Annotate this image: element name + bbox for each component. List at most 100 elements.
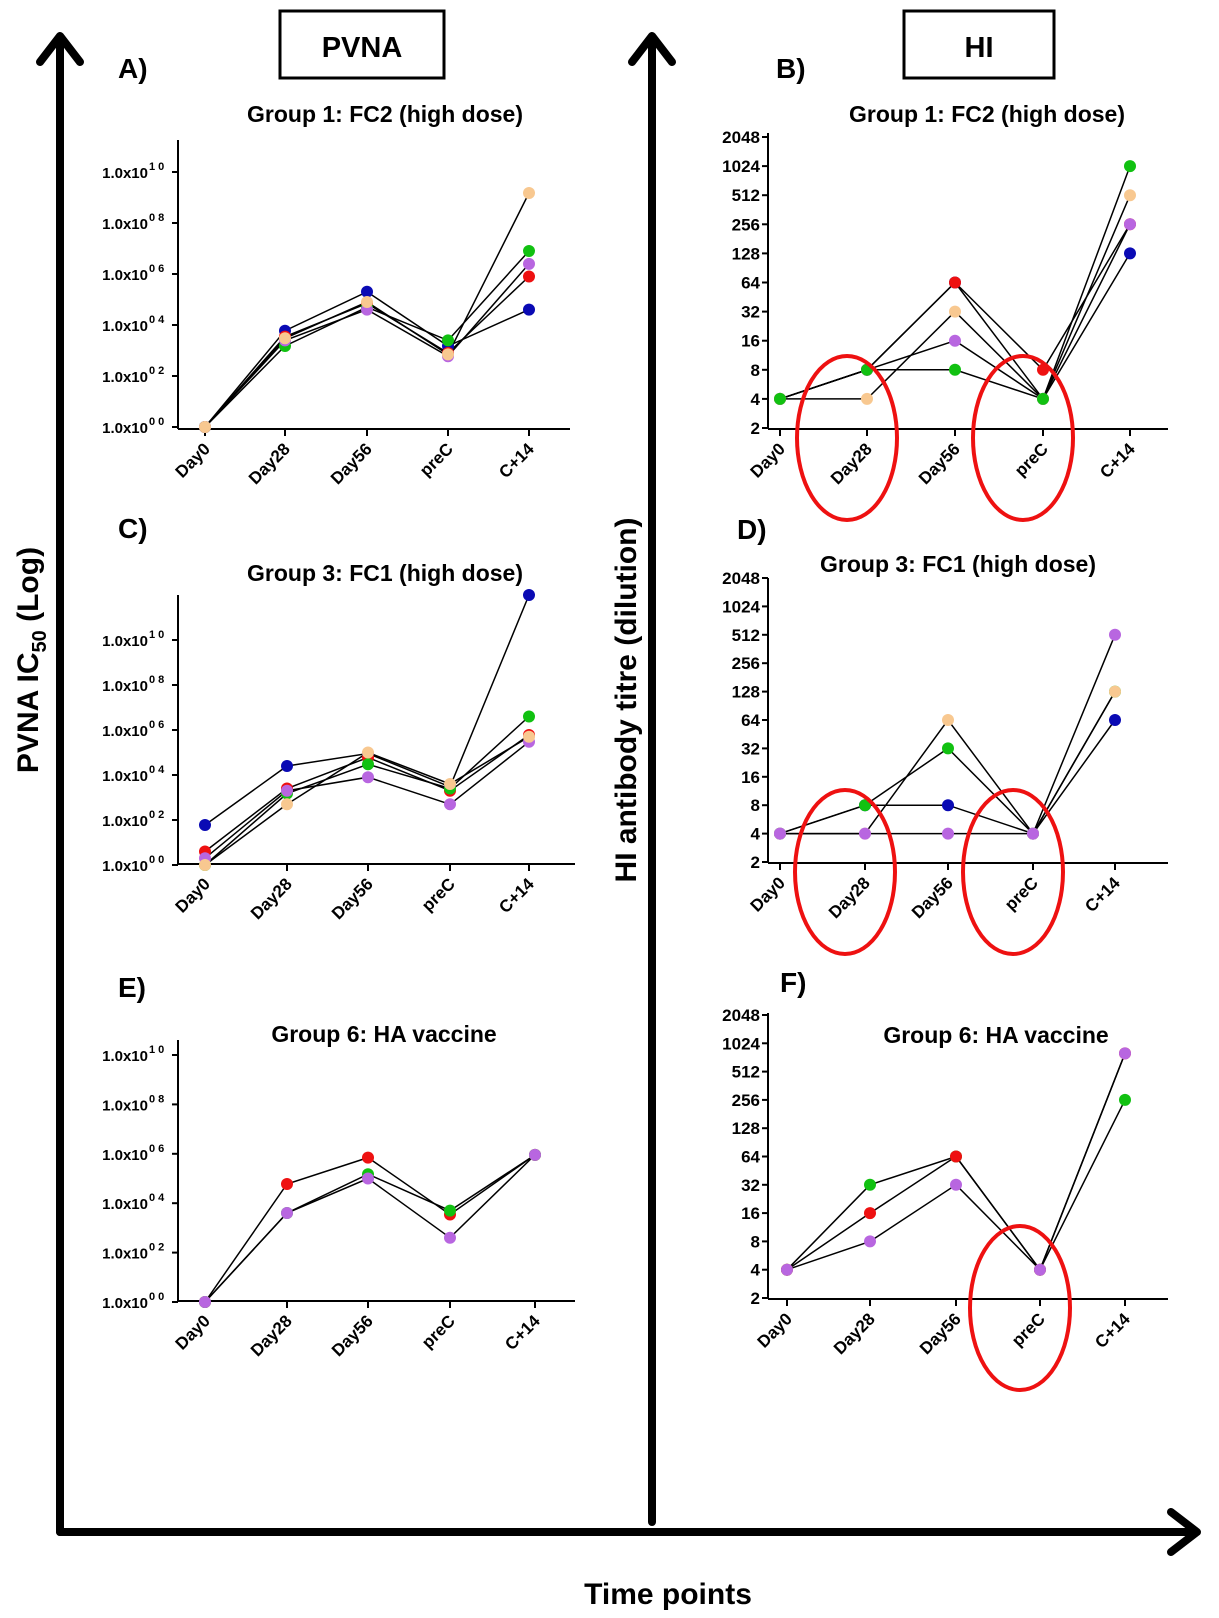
y-tick-label: 2048 (722, 128, 760, 147)
y-tick-label: 256 (732, 215, 760, 234)
series-line (780, 691, 1116, 835)
y-tick-exponent: 0 0 (149, 1291, 164, 1303)
y-tick-exponent: 0 6 (149, 263, 164, 275)
y-tick-label: 1024 (722, 157, 760, 176)
y-tick-label: 128 (732, 1119, 760, 1138)
panel-title: Group 1: FC2 (high dose) (247, 101, 523, 127)
hi-header: HI (965, 32, 994, 64)
data-point (362, 1151, 374, 1164)
data-point (362, 746, 374, 759)
data-point (523, 303, 535, 316)
data-point (1034, 1263, 1046, 1276)
data-point (1119, 1047, 1131, 1060)
y-tick-label: 1.0x10 (102, 723, 148, 740)
y-tick-label: 32 (741, 1176, 760, 1195)
y-tick-label: 2048 (722, 569, 760, 588)
y-tick-label: 512 (732, 626, 760, 645)
y-tick-label: 32 (741, 303, 760, 322)
data-point (1119, 1093, 1131, 1106)
y-tick-label: 1.0x10 (102, 1295, 148, 1312)
pvna-header: PVNA (322, 32, 403, 64)
x-tick-label: Day56 (328, 874, 377, 923)
y-tick-exponent: 1 0 (149, 629, 164, 641)
highlight-ellipse (961, 788, 1065, 956)
y-tick-label: 64 (741, 274, 760, 293)
panel-b: B) Group 1: FC2 (high dose) 2 4 8 16 32 64 128 25… (722, 53, 1168, 522)
x-tick-label: preC (1008, 1309, 1049, 1350)
data-point (942, 742, 954, 755)
y-tick-exponent: 0 4 (149, 764, 165, 776)
data-point (281, 760, 293, 772)
x-tick-label: Day28 (245, 439, 294, 488)
hi-header-box (902, 9, 1056, 80)
y-tick-label: 1.0x10 (102, 1048, 148, 1065)
data-point (1109, 685, 1121, 698)
y-tick-label: 1.0x10 (102, 678, 148, 695)
panel-letter: A) (118, 53, 148, 84)
panel-title: Group 6: HA vaccine (883, 1022, 1108, 1048)
data-point (523, 270, 535, 283)
data-point (942, 714, 954, 726)
panel-title: Group 6: HA vaccine (271, 1021, 496, 1047)
y-tick-label: 1.0x10 (102, 1097, 148, 1114)
x-tick-label: C+14 (495, 439, 538, 482)
left-y-axis-title: PVNA IC50 (Log) (12, 547, 51, 773)
x-tick-label: C+14 (495, 874, 538, 917)
data-point (444, 778, 456, 790)
y-tick-label: 1.0x10 (102, 813, 148, 830)
panel-letter: E) (118, 972, 146, 1003)
panel-letter: F) (780, 967, 806, 998)
y-tick-label: 1.0x10 (102, 858, 148, 875)
panel-a: A) Group 1: FC2 (high dose) 1.0x10 0 0 1.0x1… (102, 53, 570, 488)
data-point (362, 758, 374, 771)
x-tick-label: Day56 (908, 873, 957, 922)
y-tick-label: 256 (732, 1091, 760, 1110)
series-line (779, 691, 1116, 835)
data-point (861, 392, 873, 405)
y-tick-label: 16 (741, 1204, 760, 1223)
y-tick-label: 1.0x10 (102, 768, 148, 785)
highlight-ellipse (793, 788, 897, 956)
y-tick-exponent: 0 6 (149, 719, 164, 731)
x-tick-label: preC (416, 439, 457, 480)
data-point (199, 1296, 211, 1308)
y-tick-label: 2048 (722, 1006, 760, 1025)
y-tick-exponent: 0 8 (149, 1093, 164, 1105)
data-point (281, 798, 293, 811)
x-tick-label: Day0 (172, 874, 214, 916)
x-tick-label: C+14 (501, 1311, 544, 1354)
data-point (864, 1178, 876, 1191)
y-tick-label: 8 (751, 1232, 760, 1251)
y-tick-label: 4 (751, 825, 761, 844)
y-tick-exponent: 0 6 (149, 1143, 164, 1155)
y-tick-exponent: 0 0 (149, 416, 164, 428)
y-tick-label: 1024 (722, 597, 760, 616)
x-tick-label: Day0 (172, 439, 214, 481)
x-tick-label: preC (418, 874, 459, 915)
y-tick-exponent: 0 8 (149, 212, 164, 224)
data-point (444, 1231, 456, 1244)
data-point (523, 589, 535, 601)
y-tick-label: 1.0x10 (102, 165, 148, 182)
x-tick-label: C+14 (1091, 1309, 1134, 1352)
x-tick-label: Day56 (915, 439, 964, 488)
data-point (864, 1207, 876, 1220)
data-point (774, 392, 786, 405)
y-tick-exponent: 1 0 (149, 161, 164, 173)
data-point (859, 827, 871, 840)
y-tick-label: 1.0x10 (102, 216, 148, 233)
highlight-ellipse (971, 354, 1075, 522)
y-tick-label: 1.0x10 (102, 1246, 148, 1263)
data-point (281, 784, 293, 797)
panel-f: F) Group 6: HA vaccine 2 4 8 16 32 64 128 256 512 1… (722, 967, 1168, 1392)
y-tick-label: 1.0x10 (102, 369, 148, 386)
y-tick-label: 2 (751, 419, 760, 438)
data-point (949, 334, 961, 347)
series-line (204, 594, 530, 826)
series-line (204, 250, 530, 428)
y-tick-label: 1.0x10 (102, 318, 148, 335)
series-line (779, 253, 1131, 401)
y-tick-label: 512 (732, 186, 760, 205)
data-point (362, 1172, 374, 1185)
